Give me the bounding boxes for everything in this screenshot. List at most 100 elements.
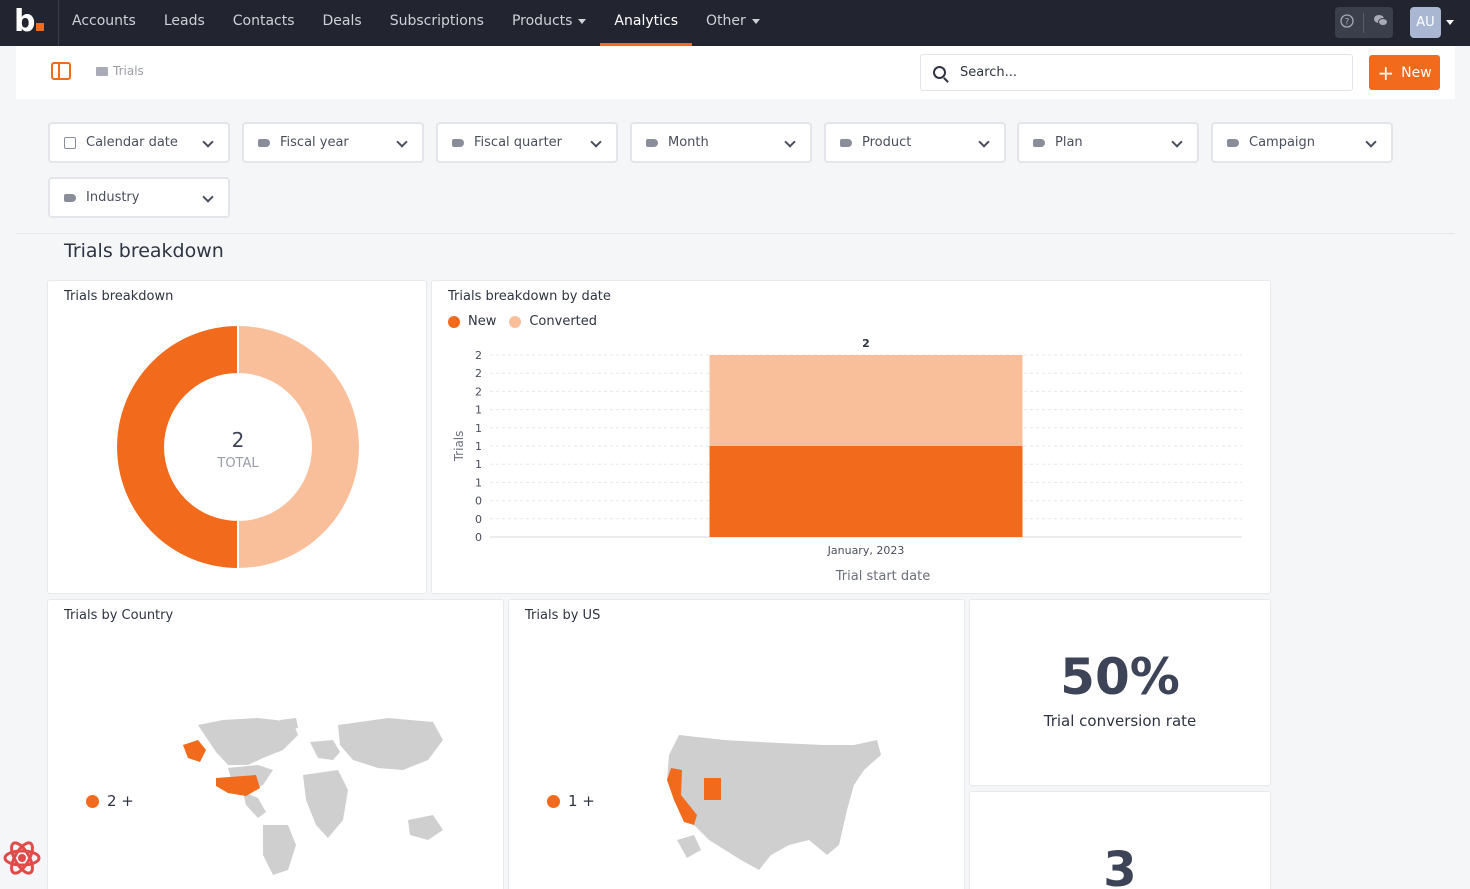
donut-total-value: 2 [232,428,245,452]
sidebar-toggle-icon[interactable] [51,62,71,80]
y-tick-label: 1 [475,458,482,471]
chevron-down-icon [784,136,796,148]
map-region-california [667,768,697,825]
bar-converted[interactable] [709,355,1023,446]
legend-label: Converted [529,314,598,329]
search-placeholder: Search... [960,65,1018,80]
filter-label: Industry [86,190,140,205]
chevron-down-icon [396,136,408,148]
filter-label: Plan [1055,135,1083,150]
map-region-usa [216,775,260,796]
map-legend: 1 + [547,792,595,810]
y-tick-label: 2 [475,349,482,362]
nav-item-analytics[interactable]: Analytics [600,0,692,46]
nav-item-label: Subscriptions [389,13,484,29]
search-input[interactable]: Search... [920,54,1353,91]
y-tick-label: 1 [475,404,482,417]
map-region-south-america [263,825,296,875]
svg-text:?: ? [1344,17,1349,27]
y-tick-label: 1 [475,422,482,435]
filter-label: Calendar date [86,135,178,150]
y-tick-label: 1 [475,440,482,453]
trials-by-date-card: Trials breakdown by date New Converted 2 2… [431,280,1271,594]
help-icon[interactable]: ? [1340,13,1354,32]
filter-label: Month [668,135,709,150]
filter-fiscal-year[interactable]: Fiscal year [242,122,424,163]
filter-fiscal-quarter[interactable]: Fiscal quarter [436,122,618,163]
plus-icon: + [1377,60,1395,85]
nav-item-label: Leads [163,13,205,29]
nav-item-products[interactable]: Products [498,0,600,46]
react-icon[interactable] [2,838,42,878]
y-tick-label: 0 [475,495,482,508]
bar-chart: 2 2 2 1 1 1 1 1 0 0 0 2 January, 2023 Trial start dat… [452,337,1242,584]
filter-bar: Calendar date Fiscal year Fiscal quarter Mo… [16,99,1455,234]
filter-calendar-date[interactable]: Calendar date [48,122,230,163]
legend-item-new[interactable]: New [448,314,496,329]
filter-plan[interactable]: Plan [1017,122,1199,163]
filter-campaign[interactable]: Campaign [1211,122,1393,163]
map-region-canada [198,718,298,765]
filter-label: Product [862,135,912,150]
new-button[interactable]: + New [1369,55,1440,90]
filter-label: Campaign [1249,135,1316,150]
chart-legend: New Converted [448,314,610,329]
donut-slice-new[interactable] [115,323,239,571]
nav-item-other[interactable]: Other [692,0,774,46]
legend-label: 1 + [568,792,595,810]
world-map [183,718,443,875]
kpi-value: 3 [1103,842,1137,889]
chevron-down-icon [202,136,214,148]
x-tick-label: January, 2023 [827,544,905,557]
top-navigation: b Accounts Leads Contacts Deals Subscription… [0,0,1470,46]
y-tick-label: 2 [475,367,482,380]
user-avatar[interactable]: AU [1410,7,1441,38]
legend-item-converted[interactable]: Converted [509,314,597,329]
trials-by-country-card: Trials by Country 2 + [47,599,504,889]
legend-label: 2 + [107,792,134,810]
tag-icon [1227,138,1239,147]
card-title: Trials breakdown by date [448,289,611,304]
nav-item-accounts[interactable]: Accounts [58,0,150,46]
chevron-down-icon [1171,136,1183,148]
chevron-down-icon[interactable] [1446,20,1454,25]
y-axis-title: Trials [452,431,466,463]
legend-swatch [509,315,522,328]
map-region-asia [338,718,443,770]
section-title: Trials breakdown [64,240,224,262]
filter-month[interactable]: Month [630,122,812,163]
chevron-down-icon [978,136,990,148]
donut-slice-converted[interactable] [237,323,361,571]
trials-by-us-card: Trials by US 1 + [508,599,965,889]
nav-item-contacts[interactable]: Contacts [219,0,309,46]
chat-icon[interactable] [1373,14,1389,31]
tag-icon [64,193,76,202]
logo-letter: b [14,4,36,39]
legend-swatch [547,794,560,808]
tag-icon [258,138,270,147]
nav-item-subscriptions[interactable]: Subscriptions [376,0,498,46]
bar-new[interactable] [709,446,1023,537]
breadcrumb: Trials [96,64,144,78]
map-region-australia [408,815,443,840]
nav-item-deals[interactable]: Deals [309,0,376,46]
nav-item-label: Products [511,13,573,29]
legend-swatch [448,315,460,328]
chevron-down-icon [590,136,602,148]
card-title: Trials by US [525,608,601,623]
brand-logo[interactable]: b [14,4,45,39]
filter-label: Fiscal quarter [474,135,563,150]
nav-item-leads[interactable]: Leads [150,0,219,46]
filter-industry[interactable]: Industry [48,177,230,218]
map-region-africa [303,770,348,838]
legend-label: New [468,314,497,329]
y-tick-label: 0 [475,531,482,544]
breadcrumb-item[interactable]: Trials [113,64,144,78]
nav-item-label: Other [706,13,746,29]
y-tick-label: 2 [475,385,482,398]
filter-product[interactable]: Product [824,122,1006,163]
y-tick-label: 1 [475,476,482,489]
nav-item-label: Analytics [614,13,678,29]
x-axis-title: Trial start date [835,569,930,584]
tag-icon [840,138,852,147]
